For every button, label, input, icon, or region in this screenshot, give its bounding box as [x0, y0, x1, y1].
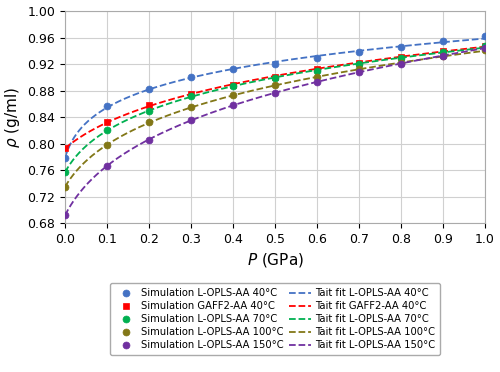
X-axis label: $\it{P}$ (GPa): $\it{P}$ (GPa) [246, 251, 304, 269]
Legend: Simulation L-OPLS-AA 40°C, Simulation GAFF2-AA 40°C, Simulation L-OPLS-AA 70°C, : Simulation L-OPLS-AA 40°C, Simulation GA… [110, 283, 440, 355]
Y-axis label: $\it{\rho}$ (g/ml): $\it{\rho}$ (g/ml) [2, 87, 22, 148]
